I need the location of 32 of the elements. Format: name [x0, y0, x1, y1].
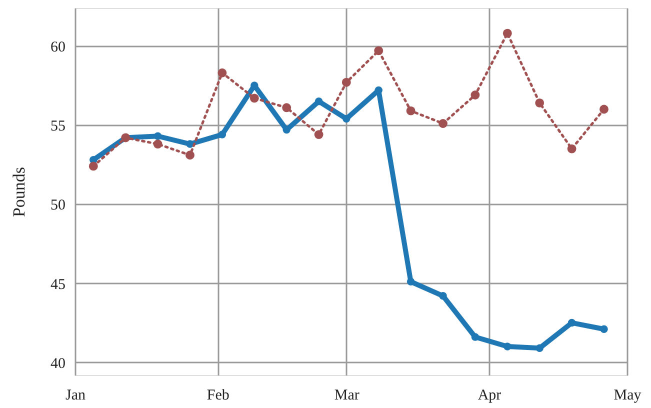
y-tick-label: 60	[50, 39, 66, 56]
point	[186, 140, 194, 148]
point	[567, 144, 576, 154]
point	[438, 119, 448, 128]
point	[502, 28, 512, 38]
x-tick-label: Apr	[478, 388, 502, 404]
y-tick-label: 55	[50, 118, 66, 135]
y-tick-label: 40	[50, 356, 66, 372]
x-tick-label: May	[614, 388, 642, 404]
point	[154, 132, 162, 140]
y-axis-title: Pounds	[10, 166, 28, 218]
point	[88, 162, 98, 171]
y-tick-label: 45	[50, 276, 66, 293]
point	[218, 68, 227, 78]
point	[504, 342, 512, 350]
point	[250, 94, 259, 103]
point	[536, 344, 544, 352]
point	[568, 318, 576, 327]
point	[218, 130, 226, 138]
x-tick-label: Feb	[206, 388, 230, 404]
y-tick-label: 50	[50, 198, 66, 214]
point	[600, 104, 608, 114]
point	[153, 140, 162, 149]
x-tick-label: Jan	[66, 388, 86, 404]
point	[471, 333, 480, 341]
point	[600, 325, 608, 333]
point	[470, 90, 480, 100]
point	[282, 126, 290, 134]
point	[439, 292, 447, 300]
x-tick-label: Mar	[334, 388, 360, 404]
point	[186, 150, 194, 160]
point	[535, 98, 544, 108]
